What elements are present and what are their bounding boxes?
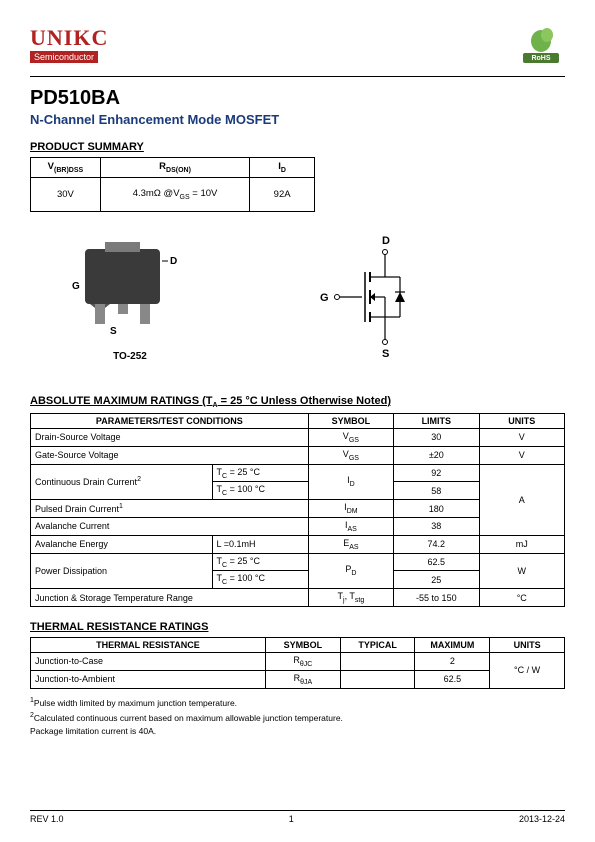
abs-symbol: IDM [308, 500, 393, 518]
abs-param: Junction & Storage Temperature Range [31, 589, 309, 607]
abs-limits: 62.5 [394, 553, 479, 571]
part-description: N-Channel Enhancement Mode MOSFET [30, 112, 565, 127]
thermal-table: THERMAL RESISTANCE SYMBOL TYPICAL MAXIMU… [30, 637, 565, 689]
abs-limits: 58 [394, 482, 479, 500]
abs-ratings-title: ABSOLUTE MAXIMUM RATINGS (TA = 25 °C Unl… [30, 395, 565, 409]
package-label: TO-252 [50, 351, 210, 362]
pin-s-label: S [110, 326, 117, 337]
abs-units: mJ [479, 535, 564, 553]
abs-symbol: VGS [308, 428, 393, 446]
abs-limits: 38 [394, 517, 479, 535]
abs-symbol: EAS [308, 535, 393, 553]
th-typical [340, 652, 415, 670]
abs-cond: TC = 100 °C [212, 482, 308, 500]
company-logo: UNIKC Semiconductor [30, 25, 108, 63]
footer-date: 2013-12-24 [519, 814, 565, 824]
th-units: °C / W [490, 652, 565, 688]
th-symbol: RθJA [265, 670, 340, 688]
pin-d-label: D [170, 256, 177, 267]
abs-limits: 74.2 [394, 535, 479, 553]
th-h-maximum: MAXIMUM [415, 637, 490, 652]
abs-cond: TC = 25 °C [212, 553, 308, 571]
summary-table: V(BR)DSS RDS(ON) ID 30V 4.3mΩ @VGS = 10V… [30, 157, 315, 212]
schematic-diagram: D G S [310, 232, 440, 365]
package-diagram: D G S TO-252 [50, 234, 210, 362]
abs-cond: L =0.1mH [212, 535, 308, 553]
abs-units: °C [479, 589, 564, 607]
abs-symbol: Tj, Tstg [308, 589, 393, 607]
rohs-icon: RoHS [517, 25, 565, 65]
summary-rdson: 4.3mΩ @VGS = 10V [100, 177, 249, 211]
abs-units: V [479, 446, 564, 464]
abs-limits: 25 [394, 571, 479, 589]
abs-param: Gate-Source Voltage [31, 446, 309, 464]
footnote-3: Package limitation current is 40A. [30, 725, 565, 739]
th-h-param: THERMAL RESISTANCE [31, 637, 266, 652]
summary-title: PRODUCT SUMMARY [30, 141, 565, 153]
abs-symbol: IAS [308, 517, 393, 535]
summary-id: 92A [250, 177, 315, 211]
abs-units: V [479, 428, 564, 446]
svg-text:G: G [320, 292, 329, 304]
abs-symbol: VGS [308, 446, 393, 464]
th-h-typical: TYPICAL [340, 637, 415, 652]
abs-symbol: PD [308, 553, 393, 589]
abs-param: Power Dissipation [31, 553, 213, 589]
svg-text:D: D [382, 235, 390, 247]
abs-units: A [479, 464, 564, 535]
abs-h-limits: LIMITS [394, 413, 479, 428]
abs-param: Avalanche Energy [31, 535, 213, 553]
package-row: D G S TO-252 D [50, 232, 565, 365]
summary-header-rdson: RDS(ON) [100, 158, 249, 178]
footer-rev: REV 1.0 [30, 814, 64, 824]
abs-ratings-table: PARAMETERS/TEST CONDITIONS SYMBOL LIMITS… [30, 413, 565, 607]
abs-limits: ±20 [394, 446, 479, 464]
abs-param: Continuous Drain Current2 [31, 464, 213, 500]
part-number: PD510BA [30, 87, 565, 110]
abs-param: Avalanche Current [31, 517, 309, 535]
abs-symbol: ID [308, 464, 393, 500]
svg-text:S: S [382, 348, 389, 360]
logo-text: UNIKC [30, 25, 108, 51]
th-h-symbol: SYMBOL [265, 637, 340, 652]
th-param: Junction-to-Ambient [31, 670, 266, 688]
summary-vbrdss: 30V [31, 177, 101, 211]
th-param: Junction-to-Case [31, 652, 266, 670]
abs-limits: -55 to 150 [394, 589, 479, 607]
footnote-1: Pulse width limited by maximum junction … [34, 697, 237, 707]
abs-limits: 92 [394, 464, 479, 482]
footnotes: 1Pulse width limited by maximum junction… [30, 695, 565, 739]
abs-cond: TC = 25 °C [212, 464, 308, 482]
abs-units: W [479, 553, 564, 589]
abs-param: Pulsed Drain Current1 [31, 500, 309, 518]
abs-param: Drain-Source Voltage [31, 428, 309, 446]
page-footer: REV 1.0 1 2013-12-24 [30, 810, 565, 824]
th-typical [340, 670, 415, 688]
abs-cond: TC = 100 °C [212, 571, 308, 589]
summary-header-vbrdss: V(BR)DSS [31, 158, 101, 178]
pin-g-label: G [72, 281, 80, 292]
header-divider [30, 76, 565, 77]
abs-h-param: PARAMETERS/TEST CONDITIONS [31, 413, 309, 428]
svg-text:RoHS: RoHS [531, 55, 550, 62]
abs-h-units: UNITS [479, 413, 564, 428]
th-maximum: 2 [415, 652, 490, 670]
abs-limits: 30 [394, 428, 479, 446]
header: UNIKC Semiconductor RoHS [30, 25, 565, 70]
logo-subtitle: Semiconductor [30, 51, 98, 63]
summary-header-id: ID [250, 158, 315, 178]
th-h-units: UNITS [490, 637, 565, 652]
th-maximum: 62.5 [415, 670, 490, 688]
thermal-title: THERMAL RESISTANCE RATINGS [30, 621, 565, 633]
abs-limits: 180 [394, 500, 479, 518]
abs-h-symbol: SYMBOL [308, 413, 393, 428]
footer-page: 1 [289, 814, 294, 824]
th-symbol: RθJC [265, 652, 340, 670]
footnote-2: Calculated continuous current based on m… [34, 713, 343, 723]
